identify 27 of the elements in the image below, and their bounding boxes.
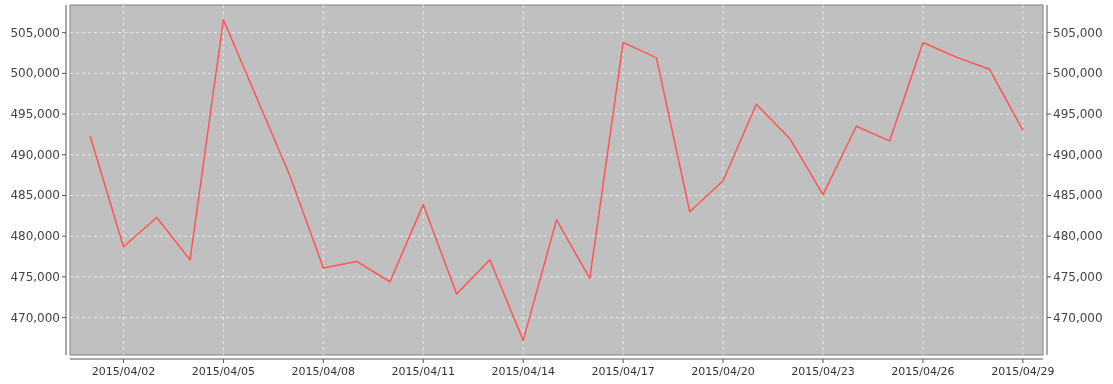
y-tick-label: 475,000 [10,269,60,284]
y-tick-label: 490,000 [10,147,60,162]
y2-tick-label: 505,000 [1053,25,1103,40]
x-tick-label: 2015/04/02 [91,365,156,378]
y-tick-label: 500,000 [10,66,60,81]
y-tick-label: 505,000 [10,25,60,40]
x-tick-label: 2015/04/11 [391,365,455,378]
y2-tick-label: 475,000 [1053,269,1103,284]
line-series [89,18,1024,342]
x-tick-label: 2015/04/23 [791,365,855,378]
y2-tick-label: 480,000 [1053,229,1103,244]
y2-tick-label: 495,000 [1053,107,1103,122]
y-tick-label: 480,000 [10,229,60,244]
x-tick-label: 2015/04/05 [191,365,256,378]
x-tick-label: 2015/04/29 [991,365,1055,378]
x-tick-label: 2015/04/17 [591,365,655,378]
x-tick-label: 2015/04/08 [291,365,356,378]
y2-tick-label: 470,000 [1053,310,1103,325]
y-tick-label: 485,000 [10,188,60,203]
y-tick-label: 495,000 [10,107,60,122]
y2-tick-label: 485,000 [1053,188,1103,203]
x-tick-label: 2015/04/14 [491,365,555,378]
y2-tick-label: 500,000 [1053,66,1103,81]
y2-tick-label: 490,000 [1053,147,1103,162]
x-tick-label: 2015/04/26 [891,365,955,378]
x-tick-label: 2015/04/20 [691,365,755,378]
y-tick-label: 470,000 [10,310,60,325]
